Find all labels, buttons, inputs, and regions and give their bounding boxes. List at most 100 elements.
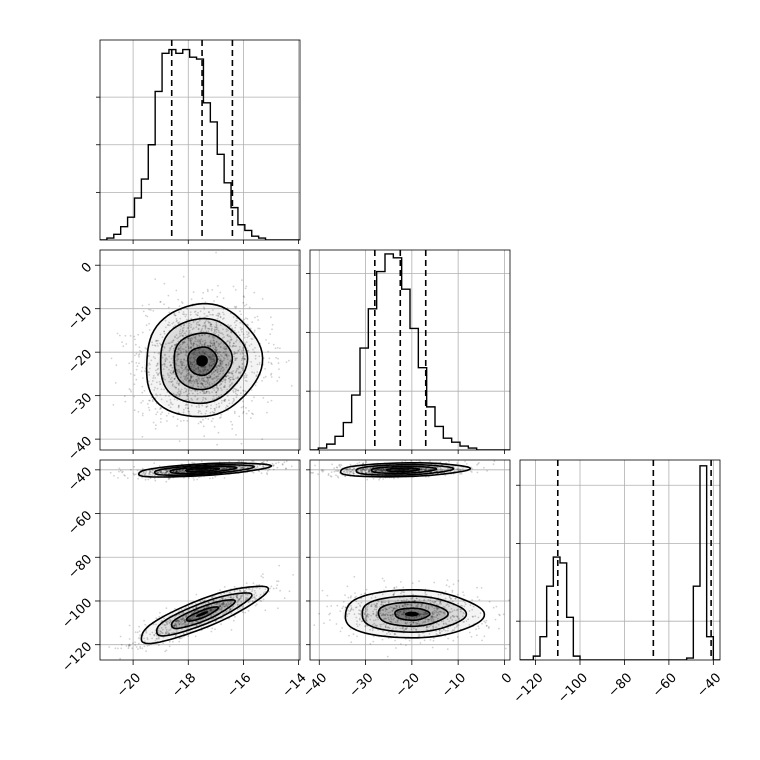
scatter-point [167, 631, 169, 634]
scatter-point [395, 647, 397, 649]
scatter-point [431, 646, 434, 649]
scatter-point [175, 470, 178, 473]
scatter-point [229, 467, 232, 470]
scatter-point [395, 586, 398, 588]
scatter-point [222, 359, 225, 362]
scatter-point [170, 345, 173, 348]
scatter-point [214, 603, 217, 605]
scatter-point [191, 618, 194, 620]
scatter-point [211, 378, 214, 381]
scatter-point [138, 353, 141, 355]
scatter-point [456, 462, 459, 464]
scatter-point [217, 373, 220, 375]
scatter-point [159, 413, 162, 416]
scatter-point [213, 359, 216, 362]
scatter-point [176, 370, 179, 372]
scatter-point [169, 619, 172, 621]
scatter-point [198, 352, 201, 355]
scatter-point [209, 322, 212, 324]
scatter-point [157, 339, 160, 342]
scatter-point [301, 471, 303, 473]
scatter-point [267, 401, 269, 403]
scatter-point [206, 405, 209, 408]
scatter-point [215, 603, 218, 605]
scatter-point [197, 368, 200, 370]
scatter-point [185, 370, 188, 373]
scatter-point [227, 363, 230, 365]
scatter-point [178, 311, 181, 314]
scatter-point [230, 612, 233, 615]
scatter-point [174, 314, 177, 317]
scatter-point [178, 330, 181, 333]
scatter-point [349, 628, 352, 630]
scatter-point [190, 298, 193, 301]
scatter-point [183, 619, 185, 622]
scatter-point [169, 371, 172, 374]
scatter-point [229, 608, 232, 611]
scatter-point [184, 366, 187, 369]
scatter-point [184, 332, 187, 334]
scatter-point [187, 380, 190, 383]
scatter-point [177, 348, 180, 351]
scatter-point [143, 645, 146, 648]
scatter-point [215, 403, 218, 406]
scatter-point [192, 291, 195, 293]
scatter-point [230, 338, 233, 341]
scatter-point [163, 330, 166, 333]
scatter-point [190, 404, 193, 407]
scatter-point [209, 376, 211, 379]
scatter-point [238, 460, 241, 463]
scatter-point [232, 285, 235, 288]
scatter-point [219, 345, 222, 348]
scatter-point [212, 313, 215, 316]
scatter-point [171, 345, 174, 347]
scatter-point [203, 435, 206, 438]
scatter-point [136, 469, 139, 472]
scatter-point [271, 462, 274, 465]
scatter-point [152, 374, 155, 377]
scatter-point [254, 316, 256, 319]
scatter-point [242, 301, 245, 304]
scatter-point [144, 478, 147, 481]
scatter-point [181, 364, 184, 367]
scatter-point [121, 471, 123, 474]
scatter-point [227, 354, 230, 357]
scatter-point [170, 364, 173, 367]
scatter-point [190, 326, 192, 329]
scatter-point [270, 362, 273, 364]
scatter-point [192, 354, 195, 356]
scatter-point [254, 384, 257, 387]
scatter-point [124, 400, 127, 403]
scatter-point [197, 371, 200, 373]
scatter-point [205, 380, 208, 383]
scatter-point [177, 353, 179, 355]
scatter-point [216, 327, 219, 329]
scatter-point [218, 406, 221, 409]
scatter-point [175, 318, 178, 320]
scatter-point [221, 370, 224, 372]
scatter-point [214, 475, 217, 478]
scatter-point [193, 353, 196, 355]
scatter-point [133, 409, 136, 412]
scatter-point [176, 418, 179, 421]
scatter-point [181, 371, 184, 374]
scatter-point [204, 328, 207, 330]
scatter-point [264, 368, 266, 370]
scatter-point [129, 334, 132, 337]
scatter-point [210, 371, 213, 374]
scatter-point [213, 342, 216, 345]
scatter-point [167, 294, 170, 297]
scatter-point [254, 357, 257, 360]
scatter-point [239, 386, 242, 389]
scatter-point [184, 341, 186, 344]
scatter-point [221, 361, 224, 363]
scatter-point [142, 377, 144, 379]
scatter-point [169, 348, 172, 351]
scatter-point [158, 351, 161, 354]
scatter-point [177, 382, 180, 385]
scatter-point [188, 331, 191, 334]
scatter-point [153, 389, 156, 391]
scatter-point [217, 314, 219, 317]
scatter-point [219, 357, 222, 360]
scatter-point [209, 344, 212, 347]
